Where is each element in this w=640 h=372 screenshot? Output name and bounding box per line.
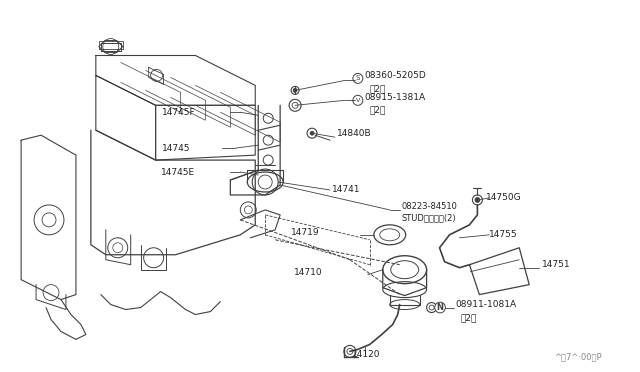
Text: ^・7^·00・P: ^・7^·00・P — [554, 353, 602, 362]
Circle shape — [310, 131, 314, 135]
Text: 14751: 14751 — [542, 260, 571, 269]
Text: 14719: 14719 — [291, 228, 320, 237]
Text: 14745: 14745 — [162, 144, 191, 153]
Text: （2）: （2） — [370, 106, 386, 115]
Circle shape — [293, 89, 297, 92]
Text: 14755: 14755 — [490, 230, 518, 239]
Text: 08223-84510: 08223-84510 — [402, 202, 458, 211]
Text: 14840B: 14840B — [337, 129, 372, 138]
Text: （2）: （2） — [370, 84, 386, 93]
Text: 14741: 14741 — [332, 186, 360, 195]
Text: N: N — [436, 303, 444, 312]
Text: 14745E: 14745E — [161, 167, 195, 177]
Text: （2）: （2） — [460, 313, 477, 322]
Text: V: V — [356, 98, 360, 103]
Text: 08911-1081A: 08911-1081A — [456, 300, 516, 309]
Text: STUDスタッド(2): STUDスタッド(2) — [402, 214, 456, 222]
Circle shape — [475, 198, 480, 202]
Text: 08360-5205D: 08360-5205D — [365, 71, 427, 80]
Text: 14745F: 14745F — [162, 108, 195, 117]
Text: 08915-1381A: 08915-1381A — [365, 93, 426, 102]
Text: S: S — [356, 76, 360, 81]
Text: 14120: 14120 — [352, 350, 380, 359]
Text: 14710: 14710 — [294, 268, 323, 277]
Text: 14750G: 14750G — [486, 193, 522, 202]
